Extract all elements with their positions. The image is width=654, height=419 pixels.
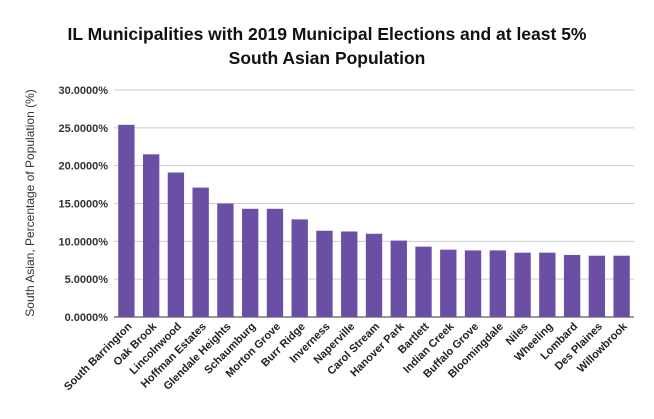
chart-title-line-2: South Asian Population [229,48,426,68]
bar [316,230,333,317]
y-tick-label: 10.0000% [58,236,108,248]
bar [613,255,630,317]
y-tick-label: 15.0000% [58,199,108,211]
y-tick-label: 20.0000% [58,161,108,173]
bar [266,208,284,317]
bar [217,203,234,317]
bar [464,250,482,317]
bar [242,208,259,317]
bars [118,124,630,317]
bar [365,233,383,317]
bar [167,172,185,317]
bar [514,252,531,317]
bar [489,250,506,317]
bar [415,246,432,317]
bar [390,240,407,317]
bar [192,187,209,317]
bar [563,254,581,317]
y-tick-label: 30.0000% [58,85,108,97]
y-tick-label: 5.0000% [65,274,109,286]
bar [142,154,160,317]
y-tick-label: 0.0000% [65,312,109,324]
chart-title-line-1: IL Municipalities with 2019 Municipal El… [68,24,587,44]
y-tick-labels: 0.0000% 5.0000% 10.0000% 15.0000% 20.0000% 25… [58,85,108,324]
bar [588,255,606,317]
bar [440,249,457,317]
bar [341,231,358,317]
bar [118,124,135,317]
bar [291,219,308,317]
y-tick-label: 25.0000% [58,123,108,135]
y-axis-label: South Asian, Percentage of Population (%… [23,89,37,316]
bar [539,252,556,317]
